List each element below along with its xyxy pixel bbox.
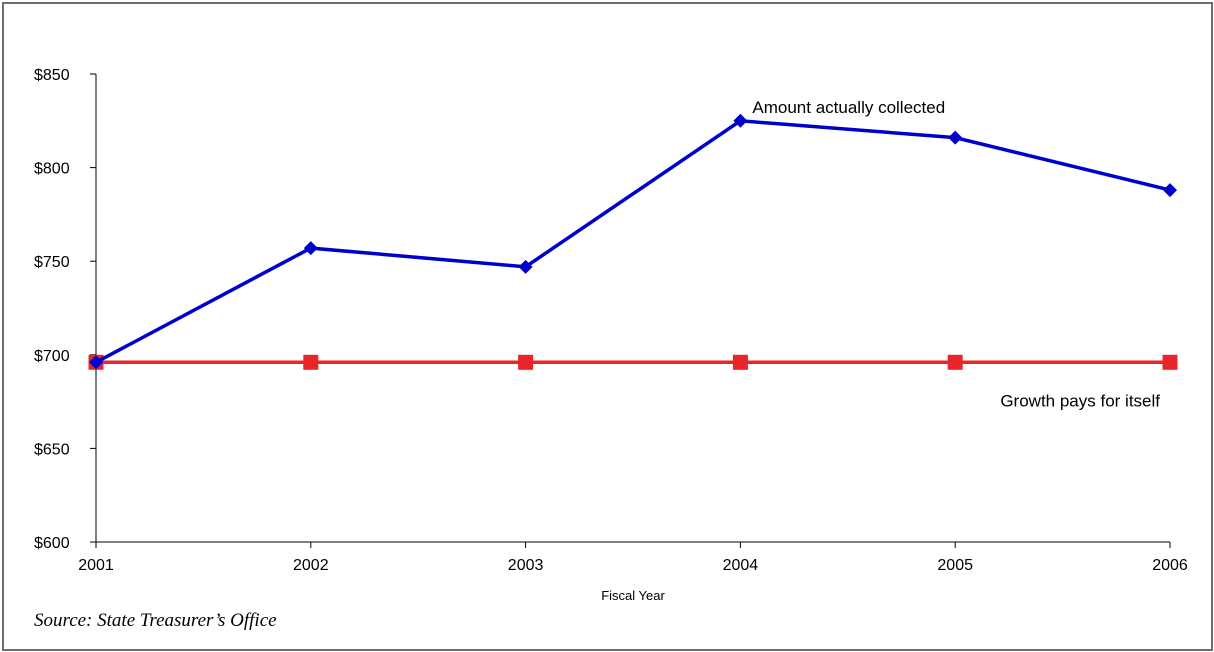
- data-point-diamond: [303, 241, 318, 256]
- series-line: [95, 119, 1171, 364]
- data-point-diamond: [948, 130, 963, 145]
- series-layer: [88, 113, 1178, 370]
- data-point-square: [947, 354, 963, 370]
- x-tick-label: 2001: [78, 557, 114, 574]
- y-axis-ticks: $600 $650 $700 $750 $800 $850: [34, 67, 96, 552]
- y-tick-label: $800: [34, 161, 70, 178]
- x-axis-ticks: 2001 2002 2003 2004 2005 2006: [78, 542, 1188, 574]
- y-tick-label: $750: [34, 254, 70, 271]
- data-point-square: [518, 354, 534, 370]
- data-point-diamond: [1163, 183, 1177, 198]
- series-amount-collected: [89, 113, 1177, 370]
- y-tick-label: $650: [34, 441, 70, 458]
- x-tick-label: 2002: [293, 557, 329, 574]
- data-point-diamond: [518, 259, 533, 274]
- y-tick-label: $850: [34, 67, 70, 84]
- y-tick-label: $600: [34, 535, 70, 552]
- y-tick-label: $700: [34, 348, 70, 365]
- x-tick-label: 2005: [937, 557, 973, 574]
- data-point-diamond: [733, 113, 748, 128]
- x-tick-label: 2003: [508, 557, 544, 574]
- x-tick-label: 2006: [1152, 557, 1188, 574]
- data-point-square: [303, 354, 319, 370]
- source-note: Source: State Treasurer’s Office: [34, 610, 277, 631]
- line-chart: $600$650$700$750$800$850 2001 2002 2003 200…: [34, 67, 1188, 603]
- data-point-square: [1162, 354, 1178, 370]
- series-label-growth: Growth pays for itself: [1000, 391, 1160, 410]
- data-point-diamond: [89, 355, 103, 370]
- x-axis-title: Fiscal Year: [601, 588, 665, 603]
- data-point-square: [732, 354, 748, 370]
- series-label-amount-collected: Amount actually collected: [752, 98, 945, 117]
- series-growth: [88, 354, 1178, 370]
- x-tick-label: 2004: [723, 557, 759, 574]
- axes: [95, 74, 1170, 543]
